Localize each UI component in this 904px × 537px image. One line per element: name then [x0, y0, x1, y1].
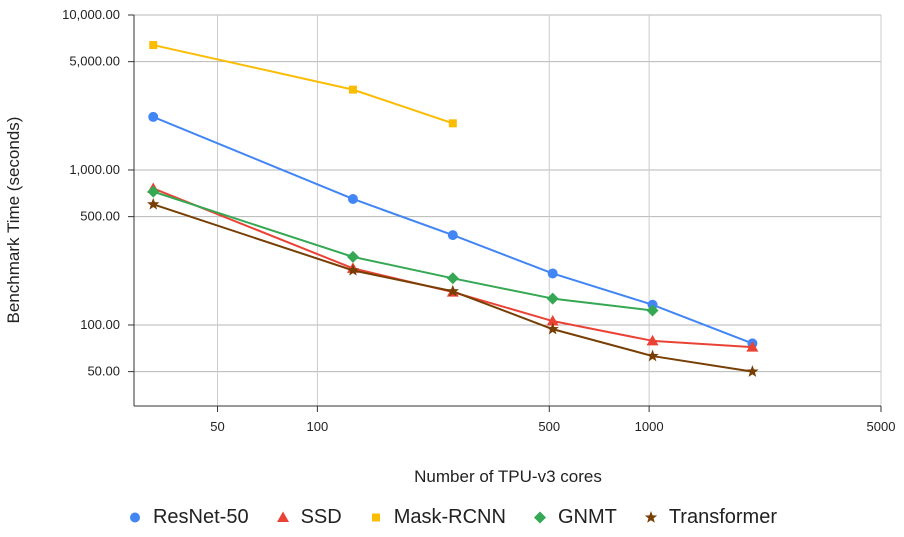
series-gnmt [147, 185, 659, 317]
y-tick-label: 1,000.00 [69, 162, 120, 177]
series-resnet-50 [148, 111, 758, 349]
legend-marker-circle-icon [129, 512, 140, 523]
data-point-transformer [346, 263, 360, 276]
data-point-transformer [147, 197, 160, 210]
y-tick-label: 10,000.00 [62, 7, 120, 22]
legend-marker-triangle-icon [276, 511, 289, 522]
legend-label: SSD [300, 505, 342, 528]
data-point-resnet-50 [547, 268, 558, 279]
y-tick-label: 500.00 [80, 209, 120, 224]
data-point-ssd [746, 341, 759, 352]
legend-item-gnmt: GNMT [532, 506, 617, 529]
series-line-transformer [152, 203, 753, 373]
x-tick-label: 500 [538, 419, 560, 434]
legend-marker-square-icon [371, 513, 380, 522]
grid-lines [128, 14, 882, 412]
series-line-resnet-50 [152, 115, 753, 345]
legend-item-resnet-50: ResNet-50 [127, 506, 249, 529]
legend-item-ssd: SSD [275, 506, 342, 529]
legend-item-mask-rcnn: Mask-RCNN [368, 506, 506, 529]
data-point-gnmt [646, 304, 659, 317]
data-point-mask-rcnn [348, 85, 357, 94]
legend-marker-diamond-icon [533, 511, 546, 524]
x-tick-label: 50 [210, 419, 224, 434]
x-tick-label: 100 [307, 419, 329, 434]
x-tick-labels: 50 100 500 1000 5000 [210, 419, 895, 434]
legend-label: Mask-RCNN [393, 505, 506, 528]
legend-symbol-transformer [644, 511, 658, 523]
y-tick-labels: 50.00 100.00 500.00 1,000.00 5,000.00 10,000.… [62, 7, 120, 379]
data-series [147, 41, 759, 377]
data-point-mask-rcnn [448, 119, 457, 128]
data-point-gnmt [446, 272, 459, 285]
legend-item-transformer: Transformer [643, 506, 777, 529]
data-point-mask-rcnn [149, 41, 158, 50]
y-tick-label: 5,000.00 [69, 54, 120, 69]
legend-label: ResNet-50 [152, 505, 249, 528]
y-axis-title: Benchmark Time (seconds) [4, 117, 23, 324]
data-point-ssd [646, 334, 659, 346]
data-point-transformer [546, 322, 559, 335]
legend: ResNet-50 SSD Mask-RCNN GNMT Transformer [0, 503, 904, 531]
legend-symbol-gnmt [533, 511, 546, 524]
series-line-mask-rcnn [153, 44, 454, 125]
y-tick-label: 50.00 [87, 364, 120, 379]
data-point-gnmt [147, 185, 160, 198]
data-point-transformer [646, 349, 659, 362]
data-point-ssd [546, 315, 559, 326]
y-tick-label: 100.00 [80, 317, 120, 332]
data-point-gnmt [546, 292, 559, 305]
x-axis-title: Number of TPU-v3 cores [414, 467, 602, 486]
series-ssd [147, 182, 759, 352]
legend-label: Transformer [668, 505, 777, 528]
series-line-ssd [152, 187, 753, 349]
legend-symbol-ssd [276, 511, 289, 522]
data-point-resnet-50 [347, 193, 358, 204]
series-line-gnmt [152, 190, 653, 312]
data-point-resnet-50 [148, 111, 159, 122]
x-tick-label: 5000 [867, 419, 896, 434]
legend-symbol-mask-rcnn [371, 513, 380, 522]
legend-symbol-resnet-50 [129, 512, 140, 523]
legend-marker-star-icon [644, 511, 658, 523]
data-point-resnet-50 [447, 230, 458, 241]
series-mask-rcnn [149, 41, 457, 128]
data-point-transformer [446, 284, 459, 297]
data-point-transformer [746, 365, 759, 377]
x-tick-label: 1000 [635, 419, 664, 434]
data-point-gnmt [346, 250, 359, 263]
legend-label: GNMT [557, 505, 617, 528]
series-transformer [147, 197, 759, 377]
